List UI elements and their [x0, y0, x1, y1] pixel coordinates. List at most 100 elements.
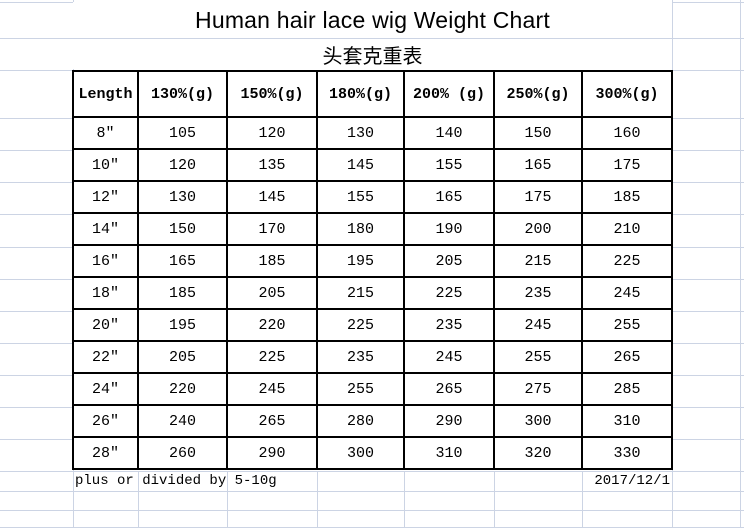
column-header: 180%(g) — [316, 70, 405, 118]
weight-cell: 225 — [581, 244, 673, 278]
weight-cell: 300 — [316, 436, 405, 470]
weight-cell: 180 — [316, 212, 405, 246]
column-header: 130%(g) — [137, 70, 228, 118]
weight-cell: 150 — [493, 116, 583, 150]
weight-cell: 320 — [493, 436, 583, 470]
weight-cell: 330 — [581, 436, 673, 470]
weight-cell: 155 — [403, 148, 495, 182]
table-row: 10″ 120 135 145 155 165 175 — [72, 148, 673, 182]
weight-cell: 145 — [226, 180, 318, 214]
gridline — [0, 510, 744, 511]
weight-cell: 190 — [403, 212, 495, 246]
weight-cell: 235 — [493, 276, 583, 310]
row-length: 18″ — [72, 276, 139, 310]
weight-cell: 105 — [137, 116, 228, 150]
row-length: 20″ — [72, 308, 139, 342]
weight-table: Length 130%(g) 150%(g) 180%(g) 200% (g) 250%(… — [72, 70, 673, 470]
weight-cell: 200 — [493, 212, 583, 246]
row-length: 10″ — [72, 148, 139, 182]
weight-cell: 210 — [581, 212, 673, 246]
weight-cell: 220 — [226, 308, 318, 342]
weight-cell: 185 — [137, 276, 228, 310]
weight-cell: 220 — [137, 372, 228, 406]
weight-cell: 185 — [581, 180, 673, 214]
table-row: 18″ 185 205 215 225 235 245 — [72, 276, 673, 310]
weight-table-body: 8″ 105 120 130 140 150 160 10″ 120 135 145 155 165 17… — [72, 116, 673, 470]
weight-cell: 215 — [493, 244, 583, 278]
weight-cell: 225 — [316, 308, 405, 342]
weight-cell: 265 — [403, 372, 495, 406]
row-length: 22″ — [72, 340, 139, 374]
weight-cell: 285 — [581, 372, 673, 406]
weight-cell: 275 — [493, 372, 583, 406]
weight-cell: 245 — [403, 340, 495, 374]
weight-cell: 145 — [316, 148, 405, 182]
column-header: 150%(g) — [226, 70, 318, 118]
weight-cell: 265 — [581, 340, 673, 374]
table-row: 28″ 260 290 300 310 320 330 — [72, 436, 673, 470]
table-row: 20″ 195 220 225 235 245 255 — [72, 308, 673, 342]
weight-cell: 165 — [493, 148, 583, 182]
weight-cell: 280 — [316, 404, 405, 438]
weight-cell: 155 — [316, 180, 405, 214]
weight-cell: 205 — [226, 276, 318, 310]
table-row: 8″ 105 120 130 140 150 160 — [72, 116, 673, 150]
page-subtitle: 头套克重表 — [73, 39, 672, 69]
weight-cell: 260 — [137, 436, 228, 470]
weight-cell: 215 — [316, 276, 405, 310]
table-row: 22″ 205 225 235 245 255 265 — [72, 340, 673, 374]
weight-cell: 225 — [226, 340, 318, 374]
weight-cell: 235 — [316, 340, 405, 374]
column-header: 300%(g) — [581, 70, 673, 118]
weight-cell: 245 — [226, 372, 318, 406]
header-row: Length 130%(g) 150%(g) 180%(g) 200% (g) 250%(… — [72, 70, 673, 118]
weight-cell: 300 — [493, 404, 583, 438]
weight-cell: 185 — [226, 244, 318, 278]
weight-cell: 165 — [137, 244, 228, 278]
weight-cell: 140 — [403, 116, 495, 150]
weight-cell: 170 — [226, 212, 318, 246]
weight-cell: 135 — [226, 148, 318, 182]
row-length: 12″ — [72, 180, 139, 214]
weight-cell: 195 — [316, 244, 405, 278]
weight-cell: 255 — [316, 372, 405, 406]
weight-cell: 255 — [493, 340, 583, 374]
table-row: 26″ 240 265 280 290 300 310 — [72, 404, 673, 438]
table-row: 16″ 165 185 195 205 215 225 — [72, 244, 673, 278]
row-length: 16″ — [72, 244, 139, 278]
weight-cell: 290 — [403, 404, 495, 438]
weight-cell: 175 — [493, 180, 583, 214]
table-row: 14″ 150 170 180 190 200 210 — [72, 212, 673, 246]
table-row: 12″ 130 145 155 165 175 185 — [72, 180, 673, 214]
weight-cell: 225 — [403, 276, 495, 310]
row-length: 26″ — [72, 404, 139, 438]
column-header: 250%(g) — [493, 70, 583, 118]
weight-cell: 245 — [581, 276, 673, 310]
footer-date: 2017/12/1 — [594, 473, 670, 489]
weight-cell: 130 — [137, 180, 228, 214]
gridline — [0, 491, 744, 492]
gridline — [740, 0, 741, 528]
row-length: 14″ — [72, 212, 139, 246]
weight-cell: 290 — [226, 436, 318, 470]
weight-cell: 160 — [581, 116, 673, 150]
weight-cell: 150 — [137, 212, 228, 246]
weight-table-header: Length 130%(g) 150%(g) 180%(g) 200% (g) 250%(… — [72, 70, 673, 118]
weight-cell: 235 — [403, 308, 495, 342]
weight-cell: 205 — [403, 244, 495, 278]
footer-note: plus or divided by 5-10g — [75, 473, 277, 489]
weight-cell: 120 — [137, 148, 228, 182]
weight-cell: 205 — [137, 340, 228, 374]
row-length: 8″ — [72, 116, 139, 150]
column-header: Length — [72, 70, 139, 118]
page-title: Human hair lace wig Weight Chart — [73, 2, 672, 38]
weight-cell: 310 — [403, 436, 495, 470]
weight-cell: 310 — [581, 404, 673, 438]
weight-cell: 165 — [403, 180, 495, 214]
weight-cell: 255 — [581, 308, 673, 342]
row-length: 28″ — [72, 436, 139, 470]
weight-cell: 265 — [226, 404, 318, 438]
weight-cell: 245 — [493, 308, 583, 342]
weight-cell: 175 — [581, 148, 673, 182]
